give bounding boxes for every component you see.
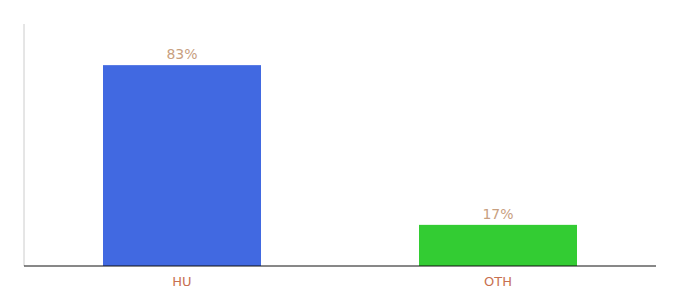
chart-container: HU OTH 83% 17% — [0, 0, 680, 300]
bar — [103, 65, 261, 266]
bar — [419, 225, 577, 266]
x-axis-line — [24, 266, 656, 267]
data-label: 83% — [166, 46, 197, 62]
chart: HU OTH 83% 17% — [0, 0, 680, 300]
data-label: 17% — [482, 206, 513, 222]
plot-area — [103, 65, 577, 266]
x-tick-label: HU — [172, 274, 191, 289]
y-axis-line — [24, 24, 25, 266]
x-tick-label: OTH — [484, 274, 512, 289]
